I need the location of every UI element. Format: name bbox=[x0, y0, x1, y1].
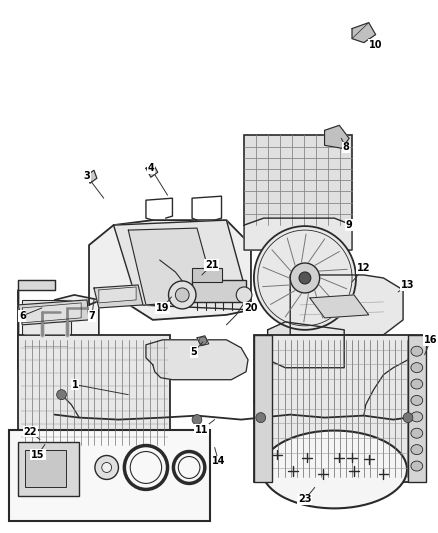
Polygon shape bbox=[244, 218, 352, 250]
Text: 12: 12 bbox=[357, 263, 371, 273]
Circle shape bbox=[175, 288, 189, 302]
Text: 6: 6 bbox=[19, 311, 26, 321]
Text: 1: 1 bbox=[72, 379, 79, 390]
Polygon shape bbox=[128, 228, 217, 305]
Bar bbox=[9, 430, 210, 521]
Polygon shape bbox=[18, 280, 55, 290]
Text: 21: 21 bbox=[205, 260, 219, 270]
Circle shape bbox=[169, 281, 196, 309]
Circle shape bbox=[299, 272, 311, 284]
Polygon shape bbox=[87, 170, 97, 183]
Ellipse shape bbox=[411, 395, 423, 406]
Polygon shape bbox=[89, 220, 251, 320]
Ellipse shape bbox=[411, 428, 423, 438]
Bar bbox=[192, 280, 246, 302]
Polygon shape bbox=[310, 295, 369, 318]
Text: 10: 10 bbox=[369, 39, 382, 50]
Bar bbox=[254, 335, 426, 482]
Polygon shape bbox=[197, 336, 209, 346]
Text: 20: 20 bbox=[244, 303, 258, 313]
Text: 3: 3 bbox=[84, 171, 90, 181]
Ellipse shape bbox=[411, 379, 423, 389]
Polygon shape bbox=[113, 220, 251, 310]
Polygon shape bbox=[146, 163, 158, 177]
Text: 15: 15 bbox=[31, 449, 45, 459]
Circle shape bbox=[236, 287, 252, 303]
Text: 5: 5 bbox=[191, 347, 198, 357]
Bar bbox=[192, 268, 222, 282]
Polygon shape bbox=[18, 300, 89, 325]
Circle shape bbox=[403, 413, 413, 423]
Circle shape bbox=[95, 456, 118, 480]
Circle shape bbox=[102, 463, 112, 472]
Text: 7: 7 bbox=[88, 311, 95, 321]
Text: 9: 9 bbox=[346, 220, 353, 230]
Text: 11: 11 bbox=[195, 425, 208, 434]
Bar bbox=[25, 449, 67, 487]
Ellipse shape bbox=[411, 412, 423, 422]
Polygon shape bbox=[325, 125, 349, 148]
Text: 19: 19 bbox=[156, 303, 170, 313]
Polygon shape bbox=[22, 303, 81, 323]
Polygon shape bbox=[268, 322, 344, 368]
Circle shape bbox=[199, 337, 207, 345]
Polygon shape bbox=[99, 287, 136, 303]
Text: 22: 22 bbox=[23, 426, 37, 437]
Bar bbox=[18, 441, 79, 496]
Circle shape bbox=[192, 415, 202, 425]
Text: 14: 14 bbox=[212, 456, 225, 466]
Ellipse shape bbox=[411, 346, 423, 356]
Ellipse shape bbox=[411, 445, 423, 455]
Text: 13: 13 bbox=[401, 280, 415, 290]
Circle shape bbox=[290, 263, 320, 293]
Ellipse shape bbox=[411, 461, 423, 471]
Text: 23: 23 bbox=[298, 495, 312, 504]
Bar bbox=[254, 335, 272, 482]
Ellipse shape bbox=[411, 362, 423, 373]
Circle shape bbox=[256, 413, 266, 423]
Polygon shape bbox=[94, 285, 143, 308]
Text: 8: 8 bbox=[343, 142, 350, 152]
Text: 4: 4 bbox=[148, 163, 154, 173]
Polygon shape bbox=[352, 22, 376, 43]
Bar bbox=[244, 135, 352, 225]
Polygon shape bbox=[290, 275, 403, 335]
Bar bbox=[18, 335, 170, 449]
Bar bbox=[408, 335, 426, 482]
Bar bbox=[22, 300, 71, 360]
Circle shape bbox=[57, 390, 67, 400]
Polygon shape bbox=[18, 290, 99, 370]
Circle shape bbox=[254, 226, 356, 330]
Polygon shape bbox=[146, 340, 248, 379]
Text: 16: 16 bbox=[424, 335, 437, 345]
Ellipse shape bbox=[262, 431, 407, 508]
